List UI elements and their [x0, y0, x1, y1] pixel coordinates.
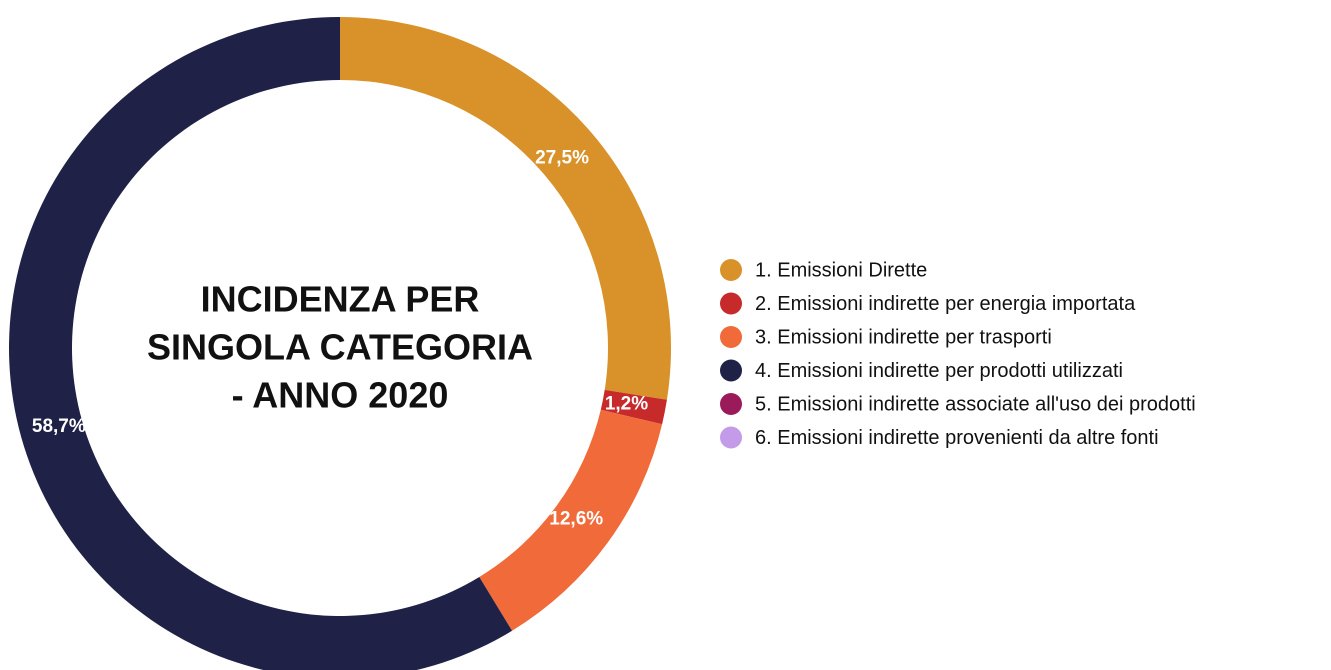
value-label: 27,5%: [535, 147, 589, 168]
center-title: INCIDENZA PER SINGOLA CATEGORIA - ANNO 2…: [147, 279, 533, 416]
title-line: INCIDENZA PER: [201, 279, 480, 320]
legend-label: 1. Emissioni Dirette: [755, 259, 927, 281]
value-label: 1,2%: [605, 394, 648, 415]
title-line: - ANNO 2020: [232, 375, 449, 416]
value-label: 12,6%: [549, 509, 603, 530]
legend-label: 2. Emissioni indirette per energia impor…: [755, 293, 1136, 315]
title-line: SINGOLA CATEGORIA: [147, 327, 533, 368]
legend-swatch: [720, 259, 742, 281]
legend: 1. Emissioni Dirette 2. Emissioni indiret…: [720, 259, 1196, 449]
legend-swatch: [720, 426, 742, 449]
legend-label: 5. Emissioni indirette associate all'uso…: [755, 393, 1196, 415]
legend-swatch: [720, 359, 742, 382]
donut-segment: [9, 17, 513, 670]
legend-label: 3. Emissioni indirette per trasporti: [755, 326, 1052, 348]
legend-swatch: [720, 326, 742, 348]
donut-segment: [340, 17, 671, 400]
legend-swatch: [720, 393, 742, 415]
legend-label: 6. Emissioni indirette provenienti da al…: [755, 427, 1159, 449]
donut-segment: [600, 389, 667, 425]
value-label: 58,7%: [32, 416, 86, 437]
donut-segment: [479, 409, 663, 631]
legend-swatch: [720, 292, 742, 315]
donut: [9, 17, 671, 670]
legend-label: 4. Emissioni indirette per prodotti util…: [755, 360, 1123, 382]
